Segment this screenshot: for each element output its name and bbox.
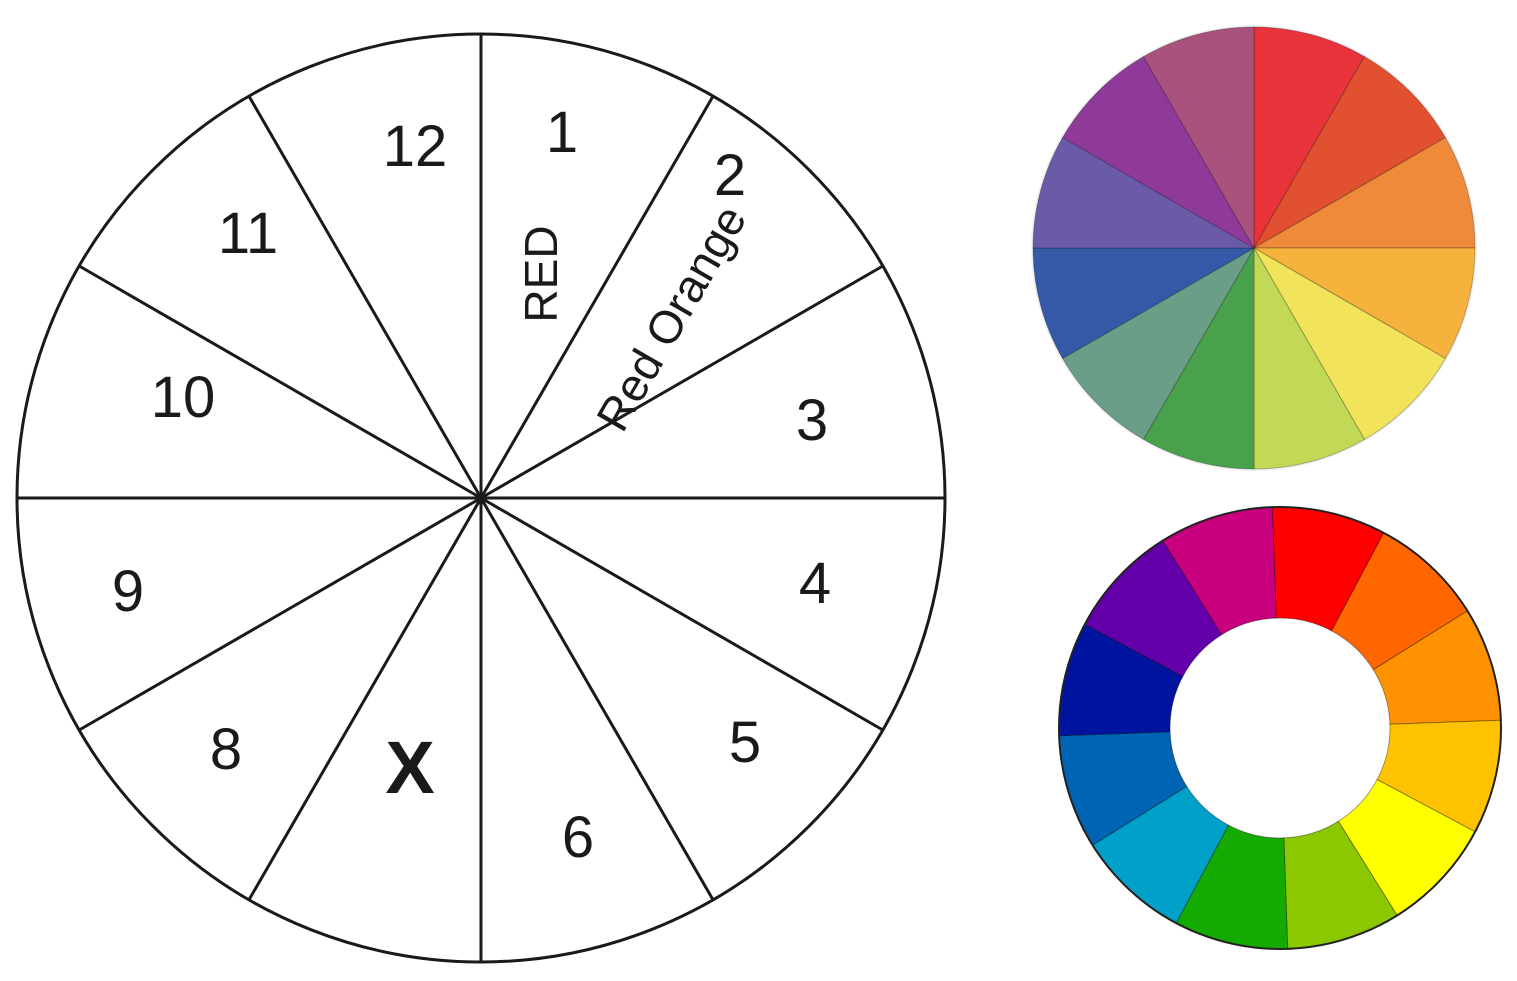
segment-12-number: 12: [383, 114, 448, 179]
segment-3-number: 3: [796, 388, 828, 453]
segment-1-number: 1: [546, 100, 578, 165]
segment-8-number: 8: [210, 717, 242, 782]
blank-color-wheel: 1 2 3 4 5 6 X 8 9 10 11 12 RED Red Orang…: [17, 34, 945, 962]
segment-5-number: 5: [729, 710, 761, 775]
ring-color-wheel: [1059, 507, 1501, 949]
segment-10-number: 10: [151, 365, 216, 430]
segment-2-number: 2: [714, 143, 746, 208]
segment-4-number: 4: [799, 551, 831, 616]
segment-11-number: 11: [218, 201, 278, 266]
segment-9-number: 9: [112, 559, 144, 624]
segment-6-number: 6: [562, 805, 594, 870]
segment-7-mark: X: [385, 726, 434, 809]
pie-color-wheel: [1031, 25, 1477, 471]
segment-1-color-name: RED: [515, 225, 567, 322]
